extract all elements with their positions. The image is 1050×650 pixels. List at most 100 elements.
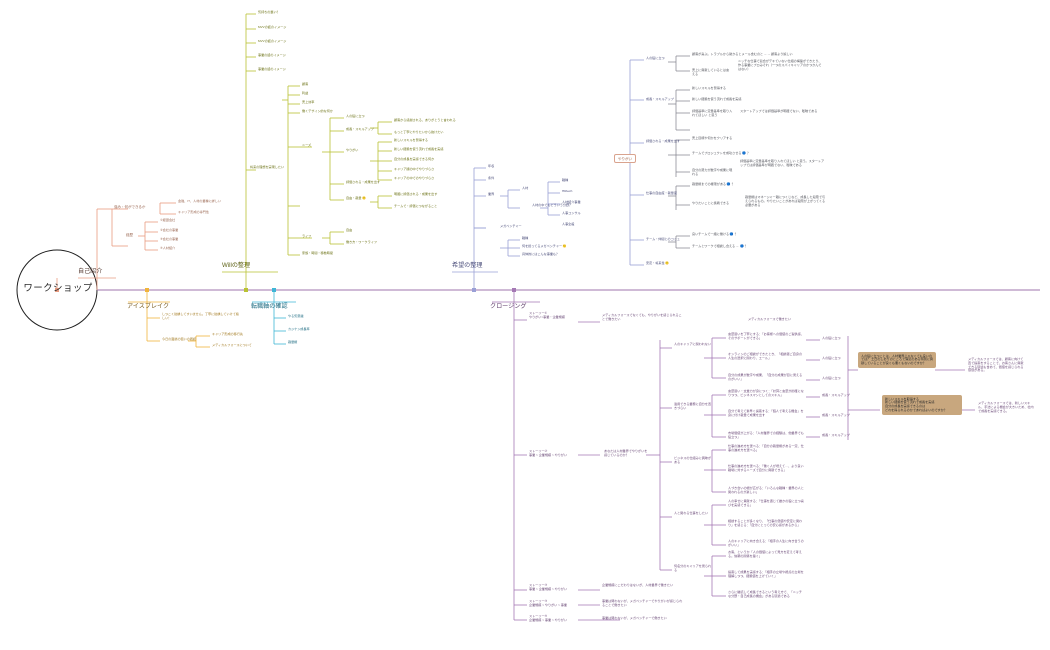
closing-main-question[interactable]: あなたは人材業界でやりがいを感じているのか？ (604, 449, 648, 457)
hope-industry-hr[interactable]: 人材 (522, 186, 529, 190)
closing-2-1: 仕事の進め方を選べる：「働く人が増えて…、より良い職場に対するニーズで自分に貢献… (728, 464, 804, 472)
will-fulfillment-2[interactable]: 評価される・成果を出す (346, 180, 381, 184)
closing-4-2: さらに継続して成長できるという考え方で、「ニッチな分野・自己成長の機会」がある環… (728, 590, 802, 598)
self-intro-item-strength[interactable]: 強み・何ができるか (114, 205, 146, 209)
highlight-box-1-note: メディカルフォースでは、新しいスキル、手法による機会が大きいため、社内で成長を実… (978, 401, 1034, 413)
closing-section-3-label[interactable]: 人と関わる仕事をしたい (674, 511, 709, 515)
closing-story-top-note: メディカルフォースでなくても、やりがいを感じられることで働きたい (602, 313, 682, 321)
will-needs-0: 顧客 (302, 82, 309, 86)
closing-section-0-label[interactable]: 人のキャリアに関われない (674, 342, 711, 346)
hope-industry-mega[interactable]: メガベンチャー (500, 224, 522, 228)
hr-2-2-text: 自分の努力が数字や成果に現れる (692, 168, 733, 176)
will-life-0: 自由 (346, 228, 353, 232)
closing-3-2: 人のキャリアに向き合える：「相手の人生に向き合うのがいい」 (728, 539, 804, 547)
icebreak-child-1: メディカルフォースについて (212, 343, 252, 347)
branch-label-closing[interactable]: クロージング (490, 303, 527, 310)
hope-mega-child-0: 職種 (522, 236, 529, 240)
hope-item-conditions[interactable]: 条件 (488, 176, 495, 180)
hr-1-2-text: 評価基準に定量基準を取り入れてほしい と思う (692, 109, 733, 117)
self-intro-strength-child-1: キャリア形成の専門性 (178, 210, 209, 214)
icebreak-item-1[interactable]: 今日の面談の狙いの確認 (162, 337, 197, 341)
closing-2-2: 人づき合いの幅が広がる：「いろんな職種・業界の人と関われるのが楽しい」 (728, 486, 804, 494)
closing-story-bottom-3-note: 事業は問わないが、メガベンチャーで働きたい (602, 616, 667, 620)
hr-2-0-text: 売上目標や何かをクリアする (692, 136, 733, 140)
center-node-label[interactable]: ワークショップ (23, 283, 93, 294)
will-fulfillment-2-child-1: チームで・評価につながること (394, 204, 438, 208)
highlight-box-0[interactable]: 人の役に立つことは、人材業界じゃなくても良いのでは？ 土日のしおりのところで満足… (858, 352, 936, 369)
branch-label-axis[interactable]: 転職軸の確認 (251, 303, 288, 310)
self-intro-item-career[interactable]: 経歴 (126, 233, 133, 237)
hr-4-1-text: チームとワークで相談し合える ← 🔵 ？ (692, 244, 748, 248)
closing-section-1-label[interactable]: 適用できる業務に自分を置きづらい (674, 402, 712, 410)
will-top-1: MVVの話のイメージ (258, 25, 287, 29)
closing-section-4-label[interactable]: 何名分のキャリアを見られる (674, 564, 712, 572)
hope-hr-child-0: 職種 (562, 178, 569, 182)
hr-section-2-label[interactable]: 評価される・成果を出す (646, 139, 681, 143)
closing-story-bottom-1-label[interactable]: ストーリー③ 事業 > 企業規模 > やりがい (529, 583, 567, 591)
self-intro-career-0: ①経歴会社 (160, 218, 176, 222)
hr-0-1-text: 売上に貢献しているとは言える (692, 68, 730, 76)
hope-mega-child-1: 何を担ってるメガベンチャー 🙂 (522, 244, 567, 248)
closing-1-0: 言葉遣い・文章力が身につく：「計算と言葉が的確になりつつ、ビジネスマンとしてのス… (728, 389, 804, 397)
closing-4-1: 提案して成果を実感する：「相手の立場や視点の立場を理解しつつ、経験値を上げていく… (728, 570, 804, 578)
will-fulfillment-1-child-3: キャリア観の中でやりづらさ (394, 167, 435, 171)
hr-section-1-label[interactable]: 成長・スキルアップ (646, 97, 674, 101)
branch-label-will[interactable]: Willの整理 (222, 262, 251, 269)
will-fulfillment-0[interactable]: 人の役に立つ (346, 114, 365, 118)
closing-2-0: 仕事の進め方を選べる：「自分の裁量権がある一定、仕事の進め方を選べる」 (728, 444, 804, 452)
closing-0-2-tag: 人の役に立つ (822, 376, 841, 380)
icebreak-item-0[interactable]: しつこく勧誘してすいません。丁寧に勧誘していけて嬉しい！ (162, 312, 239, 320)
closing-story-bottom-3-label[interactable]: ストーリー⑤ 企業規模 > 事業 > やりがい (529, 614, 567, 622)
will-group-life[interactable]: ライフ (302, 234, 312, 238)
will-top-0: 気持ちの整い？ (258, 10, 280, 14)
closing-3-1: 相談することが多くなり、「仕事の価値や安定に関わり」を感じる：「自分にとっての安… (728, 519, 803, 527)
branch-label-hope[interactable]: 希望の整理 (452, 262, 483, 269)
closing-0-1-tag: 人の役に立つ (822, 356, 841, 360)
hope-hr-child-1: 人材の中でもどういう分野？ (532, 203, 573, 207)
closing-story-bottom-0-label[interactable]: ストーリー② 事業 > 企業規模 > やりがい (529, 449, 567, 457)
axis-item-1: カジケン成長率 (288, 327, 310, 331)
hope-mega-child-2: 具体的にはこんな事業も？ (522, 252, 560, 256)
hope-item-income[interactable]: 年収 (488, 164, 495, 168)
closing-1-0-tag: 成長・スキルアップ (822, 393, 850, 397)
closing-story-bottom-2-label[interactable]: ストーリー④ 企業規模 > やりがい > 事業 (529, 599, 567, 607)
axis-item-2: 裁量権 (288, 340, 298, 344)
will-fulfillment-1-child-1: 新しい経験を使う流れで成長を実感 (394, 147, 444, 151)
closing-0-0: 言葉遣いを丁寧にする：「お客様への価値のご提供感、そのサポートができる」 (728, 332, 804, 340)
will-fulfillment-1[interactable]: 成長・スキルアップ (346, 127, 374, 131)
will-fulfillment-1-child-2: 自分の成長を実感できる何か (394, 157, 435, 161)
hope-sub-0: HRtech (562, 189, 573, 193)
closing-1-2: 市場価値が上がる：「人材業界での経験は、他業界でも役立つ」 (728, 431, 804, 439)
will-group-needs[interactable]: ニーズ (302, 143, 312, 147)
boxed-node-yarigai[interactable]: やりがい (614, 154, 636, 164)
will-top-4: 事業の話のイメージ (258, 67, 286, 71)
hr-3-1-text: やりたいことに挑戦できる (692, 201, 730, 205)
hr-1-0-text: 新しいスキルを習得する (692, 86, 727, 90)
self-intro-strength-child-0: 金融、IT、人材の業種に詳しい (178, 199, 221, 203)
will-fulfillment-0-child-0: 顧客から感謝される、ありがとうと言われる (394, 118, 456, 122)
closing-1-1: 自分で考えて素早く提案する：「個人で考える機会」を身に付け裁量で成果を出す (728, 409, 804, 417)
will-group-fulfillment[interactable]: やりがい (346, 148, 359, 152)
hr-section-0-label[interactable]: 人の役に立つ (646, 56, 665, 60)
branch-label-icebreak[interactable]: アイスブレイク (127, 303, 170, 310)
will-mid-label[interactable]: 将来の理想を実現したい (250, 165, 285, 169)
closing-story-bottom-2-note: 事業は問わないが、メガベンチャーでやりがいが感じられることで働きたい (602, 599, 683, 607)
hr-0-1-note: ニッチな仕事で競合がデキていない仕組の構築ができたり、作る事業にプロみそれ（一つ… (738, 59, 822, 71)
closing-0-1: オンラインのご相談ができたとき、「相談者ご自身の人生の選択に関わり、エール」 (728, 352, 803, 360)
hr-section-5-label[interactable]: 安定・将来性 🙂 (646, 261, 670, 265)
branch-label-self-intro[interactable]: 自己紹介 (78, 268, 103, 275)
axis-item-0: やる気意識 (288, 314, 304, 318)
hope-item-industry[interactable]: 業界 (488, 192, 495, 196)
highlight-box-1[interactable]: 新しいスキルを取得する 新しい経験を使う流れで成長を実感 自分の成長を実感できる… (882, 395, 962, 416)
hr-1-2-note: スタートアップでは評価基準が明確でない、曖昧である (740, 109, 818, 113)
hr-4-0-text: 良いチームで一緒に働ける 🔵 ？ (692, 232, 738, 236)
will-fulfillment-3[interactable]: 自由・裁量 🙂 (346, 196, 367, 200)
closing-section-2-label[interactable]: ビジネスの仕組みに興味がある (674, 456, 712, 464)
hr-2-1-text: チームでプロジェクトを成功させる 🔵 ？ (692, 151, 751, 155)
hr-section-3-label[interactable]: 仕事の自由度・裁量度 (646, 191, 677, 195)
self-intro-career-1: ②会社の事業 (160, 228, 179, 232)
closing-story-top-label[interactable]: ストーリー① やりがい>事業・企業規模 (529, 311, 565, 319)
hr-section-4-label[interactable]: チーム・仲間とのコミュ (646, 237, 680, 241)
hr-2-2-note: 評価基準に定量基準を取り入れてほしい と思う。スタートアップでは評価基準が明確で… (740, 159, 825, 167)
